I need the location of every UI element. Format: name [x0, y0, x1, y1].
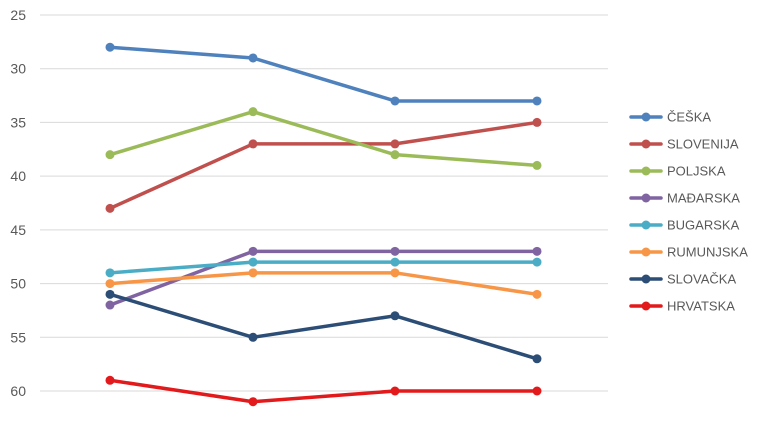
- data-point: [248, 332, 258, 342]
- legend-swatch-marker: [641, 220, 651, 230]
- legend-item: SLOVENIJA: [629, 137, 739, 152]
- data-point: [390, 96, 400, 106]
- y-axis-tick-labels: 25 30 35 40 45 50 55 60: [10, 7, 26, 399]
- legend-item: HRVATSKA: [629, 299, 735, 314]
- series-line: [108, 109, 539, 168]
- data-point: [390, 139, 400, 149]
- legend-swatch-marker: [641, 301, 651, 311]
- legend-label: SLOVENIJA: [667, 137, 739, 152]
- y-tick-label: 40: [10, 168, 26, 184]
- legend: ČEŠKA SLOVENIJA POLJSKA MAĐARSKA BUGARSKA RUM…: [629, 110, 748, 314]
- y-tick-label: 50: [10, 276, 26, 292]
- data-point: [390, 257, 400, 267]
- data-point: [390, 386, 400, 396]
- data-point: [248, 246, 258, 256]
- data-point: [390, 268, 400, 278]
- legend-label: RUMUNJSKA: [667, 245, 748, 260]
- data-point: [390, 246, 400, 256]
- data-point: [105, 203, 115, 213]
- series-line: [108, 120, 539, 211]
- data-point: [248, 53, 258, 63]
- data-point: [248, 257, 258, 267]
- y-tick-label: 25: [10, 7, 26, 23]
- y-tick-label: 35: [10, 114, 26, 130]
- legend-item: RUMUNJSKA: [629, 245, 748, 260]
- data-point: [105, 42, 115, 52]
- legend-swatch-marker: [641, 166, 651, 176]
- series-5: [105, 268, 542, 299]
- data-point: [105, 289, 115, 299]
- series-4: [105, 257, 542, 278]
- series-line: [108, 292, 539, 361]
- data-point: [532, 246, 542, 256]
- legend-item: BUGARSKA: [629, 218, 740, 233]
- series-1: [105, 117, 542, 213]
- series-line: [108, 45, 539, 103]
- data-point: [532, 160, 542, 170]
- data-point: [532, 354, 542, 364]
- y-tick-label: 60: [10, 383, 26, 399]
- data-point: [248, 107, 258, 117]
- data-point: [390, 311, 400, 321]
- data-point: [532, 257, 542, 267]
- data-point: [532, 386, 542, 396]
- y-tick-label: 30: [10, 61, 26, 77]
- data-point: [105, 279, 115, 289]
- legend-swatch-marker: [641, 112, 651, 122]
- data-point: [532, 289, 542, 299]
- legend-swatch-marker: [641, 274, 651, 284]
- legend-swatch-marker: [641, 193, 651, 203]
- data-point: [532, 117, 542, 127]
- series-7: [105, 375, 542, 407]
- legend-swatch-marker: [641, 247, 651, 257]
- legend-label: BUGARSKA: [667, 218, 740, 233]
- series-line: [108, 260, 539, 275]
- data-point: [248, 268, 258, 278]
- data-point: [105, 268, 115, 278]
- legend-item: MAĐARSKA: [629, 191, 740, 206]
- data-point: [105, 375, 115, 385]
- legend-label: MAĐARSKA: [667, 191, 740, 206]
- legend-item: POLJSKA: [629, 164, 726, 179]
- series-2: [105, 107, 542, 170]
- data-point: [248, 139, 258, 149]
- y-tick-label: 55: [10, 329, 26, 345]
- gridlines: [40, 14, 608, 392]
- series-line: [108, 271, 539, 297]
- data-point: [532, 96, 542, 106]
- series-line: [108, 378, 539, 404]
- series-0: [105, 42, 542, 106]
- legend-item: SLOVAČKA: [629, 272, 736, 287]
- series-lines: [105, 42, 542, 407]
- series-6: [105, 289, 542, 364]
- data-point: [105, 150, 115, 160]
- legend-label: ČEŠKA: [667, 110, 711, 125]
- y-tick-label: 45: [10, 222, 26, 238]
- legend-label: POLJSKA: [667, 164, 726, 179]
- data-point: [248, 397, 258, 407]
- data-point: [105, 300, 115, 310]
- legend-label: SLOVAČKA: [667, 272, 736, 287]
- data-point: [390, 150, 400, 160]
- legend-swatch-marker: [641, 139, 651, 149]
- legend-item: ČEŠKA: [629, 110, 711, 125]
- legend-label: HRVATSKA: [667, 299, 735, 314]
